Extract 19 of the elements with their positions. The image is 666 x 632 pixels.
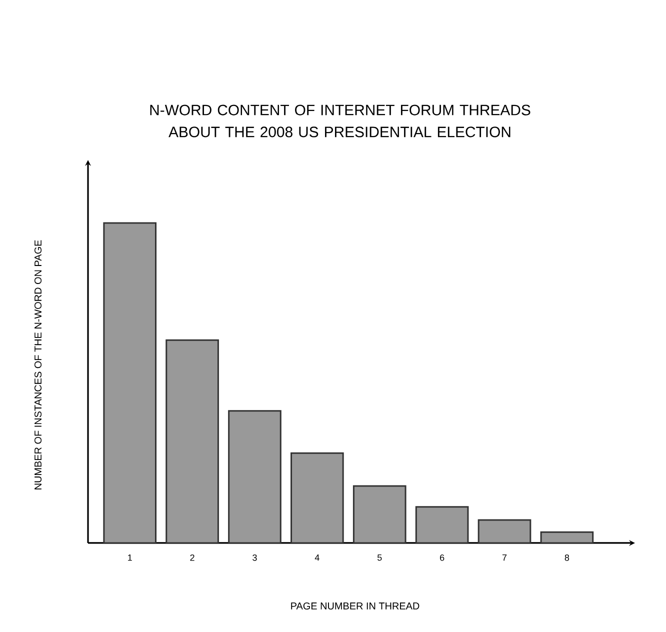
x-tick-label: 2 <box>190 554 194 561</box>
x-tick-label: 6 <box>440 554 444 561</box>
bar <box>352 485 406 544</box>
x-tick-label: 5 <box>377 554 382 561</box>
bar <box>540 531 594 544</box>
bar <box>103 222 157 544</box>
x-tick-label: 4 <box>314 554 320 561</box>
bar <box>228 410 282 544</box>
x-tick-label: 3 <box>252 554 257 561</box>
bar <box>415 506 469 544</box>
x-tick-label: 8 <box>564 554 570 561</box>
bar <box>478 519 532 544</box>
y-axis-title: NUMBER OF INSTANCES OF THE N-WORD ON PAGE <box>34 240 42 490</box>
x-tick-label: 7 <box>502 554 507 561</box>
bar <box>290 452 344 544</box>
bar <box>166 339 219 544</box>
x-axis-title: PAGE NUMBER IN THREAD <box>291 602 420 610</box>
chart-title: N-WORD CONTENT OF INTERNET FORUM THREADS ABOUT THE 2008 US PRESIDENTIAL ELECTION <box>150 104 530 138</box>
x-tick-label: 1 <box>128 554 132 561</box>
